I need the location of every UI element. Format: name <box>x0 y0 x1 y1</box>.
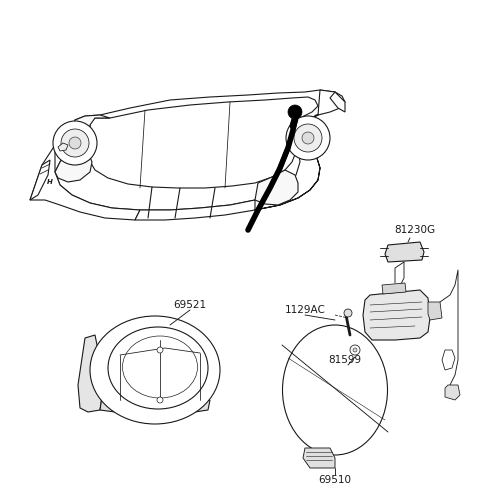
Polygon shape <box>382 283 406 294</box>
Ellipse shape <box>122 336 197 398</box>
Polygon shape <box>55 115 110 182</box>
Polygon shape <box>135 90 345 220</box>
Circle shape <box>344 309 352 317</box>
Text: 81230G: 81230G <box>395 225 435 235</box>
Polygon shape <box>30 160 50 200</box>
Circle shape <box>157 347 163 353</box>
Polygon shape <box>445 385 460 400</box>
Circle shape <box>53 121 97 165</box>
Polygon shape <box>385 242 424 262</box>
Circle shape <box>69 137 81 149</box>
Polygon shape <box>100 390 210 415</box>
Polygon shape <box>428 302 442 320</box>
Circle shape <box>286 116 330 160</box>
Text: 69510: 69510 <box>319 475 351 485</box>
Polygon shape <box>363 290 430 340</box>
Circle shape <box>302 132 314 144</box>
Ellipse shape <box>283 325 387 455</box>
Ellipse shape <box>90 316 220 424</box>
Polygon shape <box>330 92 345 112</box>
Circle shape <box>353 348 357 352</box>
Text: 81599: 81599 <box>328 355 361 365</box>
Circle shape <box>288 105 302 119</box>
Polygon shape <box>55 90 340 210</box>
Circle shape <box>350 345 360 355</box>
Text: 1129AC: 1129AC <box>285 305 325 315</box>
Text: H: H <box>47 179 53 185</box>
Polygon shape <box>78 335 103 412</box>
Polygon shape <box>303 448 335 468</box>
Polygon shape <box>58 143 68 151</box>
Circle shape <box>294 124 322 152</box>
Polygon shape <box>30 145 140 220</box>
Circle shape <box>61 129 89 157</box>
Polygon shape <box>88 97 318 188</box>
Polygon shape <box>255 170 298 205</box>
Circle shape <box>157 397 163 403</box>
Ellipse shape <box>108 327 208 409</box>
Text: 69521: 69521 <box>173 300 206 310</box>
Polygon shape <box>442 350 455 370</box>
